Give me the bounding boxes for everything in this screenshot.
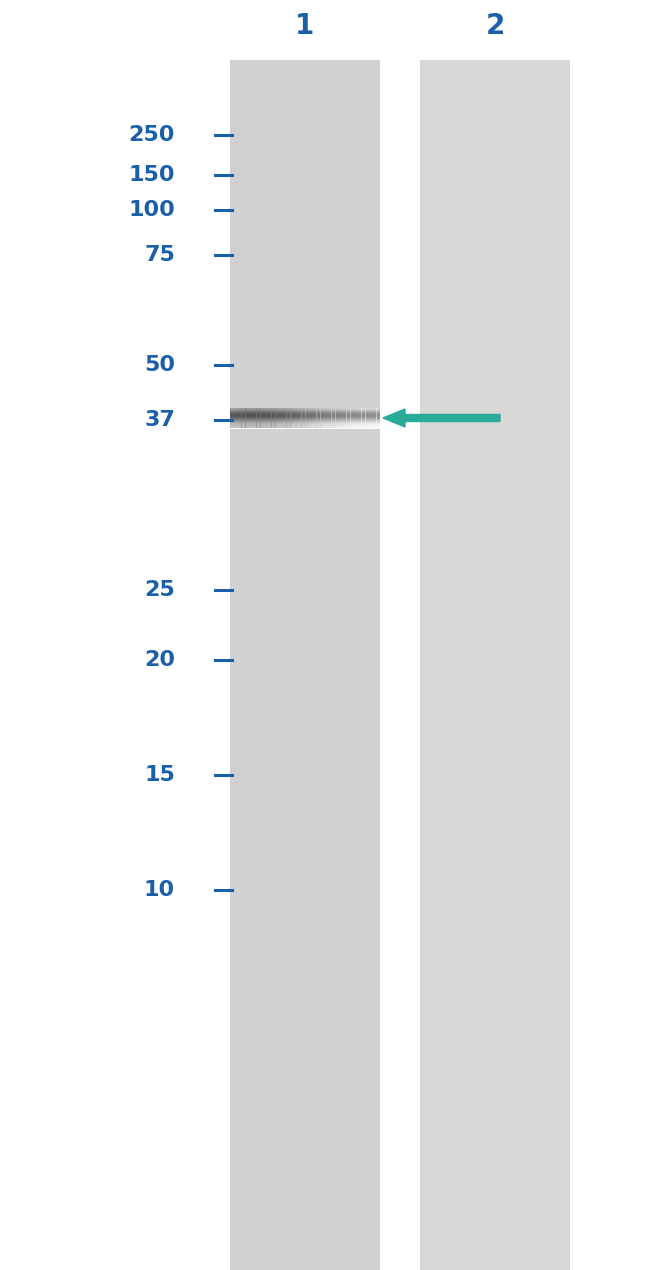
Text: 37: 37 (144, 410, 175, 431)
Text: 10: 10 (144, 880, 175, 900)
Bar (369, 408, 373, 428)
Bar (275, 408, 280, 428)
Bar (245, 408, 249, 428)
Text: 50: 50 (144, 356, 175, 375)
Bar (230, 60, 380, 1270)
Bar (290, 408, 294, 428)
Bar (271, 408, 276, 428)
Bar (237, 408, 242, 428)
Bar (365, 408, 369, 428)
Bar (301, 408, 305, 428)
Bar (234, 408, 238, 428)
Bar (268, 408, 272, 428)
Bar (335, 408, 339, 428)
Text: 100: 100 (128, 199, 175, 220)
Text: 250: 250 (129, 124, 175, 145)
Bar (252, 408, 257, 428)
Bar (346, 408, 350, 428)
Bar (286, 408, 291, 428)
Bar (317, 408, 320, 428)
Text: 15: 15 (144, 765, 175, 785)
Bar (354, 408, 358, 428)
Bar (305, 408, 309, 428)
Text: 1: 1 (295, 11, 315, 39)
Bar (230, 408, 234, 428)
Bar (309, 408, 313, 428)
Bar (260, 408, 265, 428)
Bar (279, 408, 283, 428)
Bar (339, 408, 343, 428)
Bar (328, 408, 332, 428)
Bar (332, 408, 335, 428)
Bar (320, 408, 324, 428)
Bar (372, 408, 377, 428)
Text: 75: 75 (144, 245, 175, 265)
Bar (283, 408, 287, 428)
Bar (343, 408, 346, 428)
Bar (324, 408, 328, 428)
Bar (376, 408, 380, 428)
Text: 150: 150 (129, 165, 175, 185)
Text: 2: 2 (486, 11, 504, 39)
Bar (256, 408, 261, 428)
Bar (420, 60, 570, 1270)
Text: 25: 25 (144, 580, 175, 599)
Bar (350, 408, 354, 428)
Text: 20: 20 (144, 650, 175, 671)
Bar (358, 408, 362, 428)
Bar (361, 408, 365, 428)
Bar (298, 408, 302, 428)
Bar (294, 408, 298, 428)
FancyArrow shape (383, 409, 500, 427)
Bar (249, 408, 253, 428)
Bar (313, 408, 317, 428)
Bar (264, 408, 268, 428)
Bar (241, 408, 246, 428)
